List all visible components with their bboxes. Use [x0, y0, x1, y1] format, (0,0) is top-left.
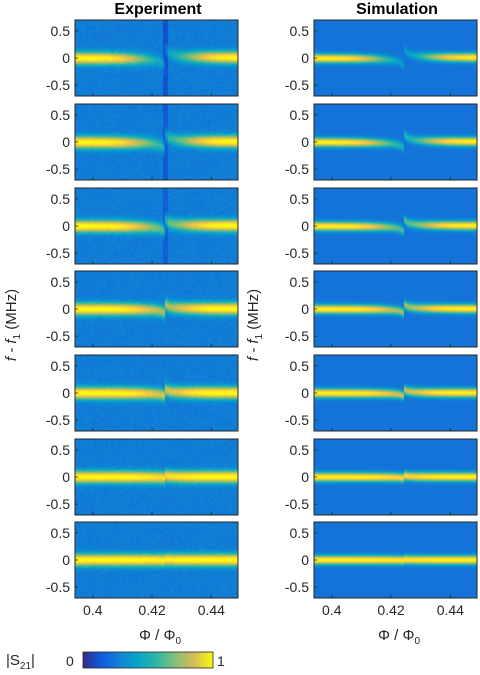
y-tick-label: 0 — [62, 218, 70, 234]
heatmap-image-r2-experiment — [75, 104, 238, 180]
y-tick-label: 0 — [62, 134, 70, 150]
colorbar: |S21| 0 1 — [6, 651, 225, 672]
y-tick-label: -0.5 — [46, 579, 70, 595]
heatmap-canvas — [75, 20, 238, 96]
y-tick-label: 0 — [301, 301, 309, 317]
y-tick-label: -0.5 — [285, 161, 309, 177]
heatmap-canvas — [314, 355, 477, 431]
y-tick-label: 0.5 — [290, 442, 310, 458]
x-axis-label-experiment: Φ / Φ0 — [139, 627, 181, 647]
x-tick-label: 0.4 — [83, 602, 103, 618]
panel-grid: 0.5 0 -0.5 0.5 0 -0.5 0.5 0 -0.5 0.5 0 -0.5 0.5 0 -0.5… — [46, 19, 478, 618]
heatmap-canvas — [314, 271, 477, 347]
y-tick-label: 0.5 — [290, 191, 310, 207]
y-tick-label: -0.5 — [285, 412, 309, 428]
heatmap-image-r3-experiment — [75, 188, 238, 264]
heatmap-image-r6-simulation — [314, 439, 477, 515]
y-tick-label: 0.5 — [51, 23, 71, 39]
x-axis-label-simulation: Φ / Φ0 — [378, 627, 420, 647]
y-axis-label-simulation: f - f1 (MHz) — [245, 289, 265, 361]
x-tick-label: 0.42 — [138, 602, 165, 618]
y-tick-label: -0.5 — [285, 328, 309, 344]
y-tick-label: 0 — [301, 218, 309, 234]
x-tick-label: 0.42 — [377, 602, 404, 618]
heatmap-canvas — [314, 439, 477, 515]
heatmap-canvas — [314, 20, 477, 96]
y-tick-label: -0.5 — [46, 161, 70, 177]
y-tick-label: 0.5 — [290, 23, 310, 39]
y-tick-label: 0 — [301, 385, 309, 401]
y-tick-label: 0.5 — [290, 107, 310, 123]
y-tick-label: 0.5 — [51, 107, 71, 123]
heatmap-canvas — [75, 188, 238, 264]
heatmap-image-r5-simulation — [314, 355, 477, 431]
heatmap-canvas — [75, 271, 238, 347]
heatmap-image-r5-experiment — [75, 355, 238, 431]
y-tick-label: 0.5 — [51, 358, 71, 374]
y-tick-label: -0.5 — [46, 328, 70, 344]
y-tick-label: 0 — [62, 50, 70, 66]
y-tick-label: -0.5 — [285, 496, 309, 512]
y-tick-label: -0.5 — [46, 77, 70, 93]
heatmap-image-r6-experiment — [75, 439, 238, 515]
y-tick-label: 0 — [301, 469, 309, 485]
x-tick-label: 0.44 — [198, 602, 225, 618]
y-tick-label: -0.5 — [285, 579, 309, 595]
y-tick-label: 0 — [62, 385, 70, 401]
heatmap-image-r4-experiment — [75, 271, 238, 347]
y-tick-label: -0.5 — [285, 245, 309, 261]
heatmap-canvas — [75, 104, 238, 180]
colorbar-min-label: 0 — [66, 653, 74, 669]
heatmap-image-r1-simulation — [314, 20, 477, 96]
y-tick-label: 0 — [62, 301, 70, 317]
y-tick-label: 0 — [62, 469, 70, 485]
column-title-experiment: Experiment — [114, 1, 202, 18]
x-tick-label: 0.4 — [322, 602, 342, 618]
heatmap-canvas — [314, 188, 477, 264]
colorbar-max-label: 1 — [217, 653, 225, 669]
y-tick-label: 0.5 — [290, 358, 310, 374]
y-tick-label: 0.5 — [290, 274, 310, 290]
colorbar-gradient — [82, 651, 214, 669]
colorbar-label: |S21| — [6, 652, 35, 672]
y-axis-label-experiment: f - f1 (MHz) — [3, 289, 23, 361]
y-tick-label: 0.5 — [51, 442, 71, 458]
heatmap-image-r4-simulation — [314, 271, 477, 347]
heatmap-canvas — [75, 439, 238, 515]
y-tick-label: 0 — [301, 134, 309, 150]
y-tick-label: 0.5 — [51, 274, 71, 290]
heatmap-canvas — [75, 522, 238, 598]
y-tick-label: 0 — [301, 552, 309, 568]
y-tick-label: 0 — [62, 552, 70, 568]
heatmap-image-r3-simulation — [314, 188, 477, 264]
y-tick-label: -0.5 — [46, 496, 70, 512]
heatmap-canvas — [75, 355, 238, 431]
y-tick-label: -0.5 — [46, 245, 70, 261]
y-tick-label: 0.5 — [51, 525, 71, 541]
heatmap-image-r2-simulation — [314, 104, 477, 180]
y-tick-label: 0.5 — [51, 191, 71, 207]
column-title-simulation: Simulation — [356, 1, 438, 18]
heatmap-image-r1-experiment — [75, 20, 238, 96]
y-tick-label: 0 — [301, 50, 309, 66]
x-tick-label: 0.44 — [437, 602, 464, 618]
heatmap-image-r7-experiment — [75, 522, 238, 598]
y-tick-label: -0.5 — [46, 412, 70, 428]
heatmap-image-r7-simulation — [314, 522, 477, 598]
y-tick-label: 0.5 — [290, 525, 310, 541]
y-tick-label: -0.5 — [285, 77, 309, 93]
heatmap-canvas — [314, 104, 477, 180]
heatmap-canvas — [314, 522, 477, 598]
